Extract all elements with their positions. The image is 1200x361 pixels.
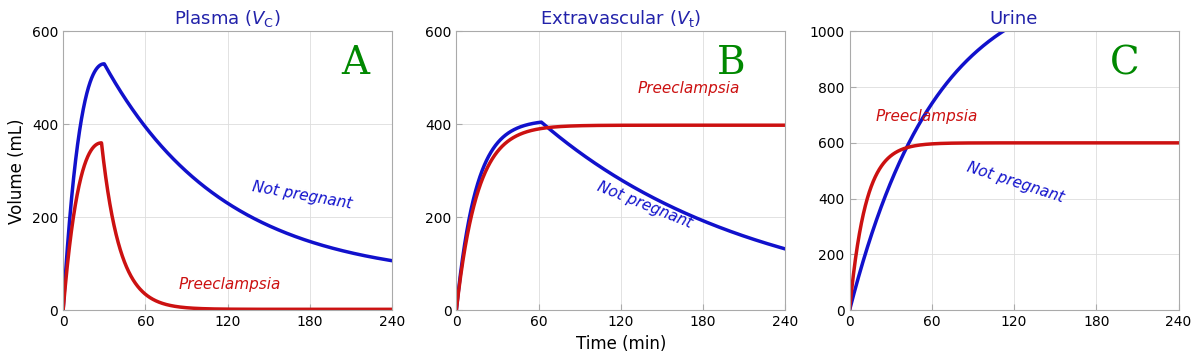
Title: Plasma ($V_\mathrm{C}$): Plasma ($V_\mathrm{C}$) [174,8,281,29]
Title: Extravascular ($V_\mathrm{t}$): Extravascular ($V_\mathrm{t}$) [540,8,702,29]
Text: B: B [718,45,746,82]
Text: A: A [341,45,370,82]
Text: Not pregnant: Not pregnant [594,179,694,231]
Y-axis label: Volume (mL): Volume (mL) [8,118,26,223]
Text: Preeclampsia: Preeclampsia [637,82,739,96]
Text: Not pregnant: Not pregnant [251,179,353,212]
X-axis label: Time (min): Time (min) [576,335,666,353]
Text: Preeclampsia: Preeclampsia [179,277,281,292]
Title: Urine: Urine [990,10,1038,28]
Text: C: C [1110,45,1139,82]
Text: Not pregnant: Not pregnant [965,160,1066,205]
Text: Preeclampsia: Preeclampsia [876,109,978,125]
